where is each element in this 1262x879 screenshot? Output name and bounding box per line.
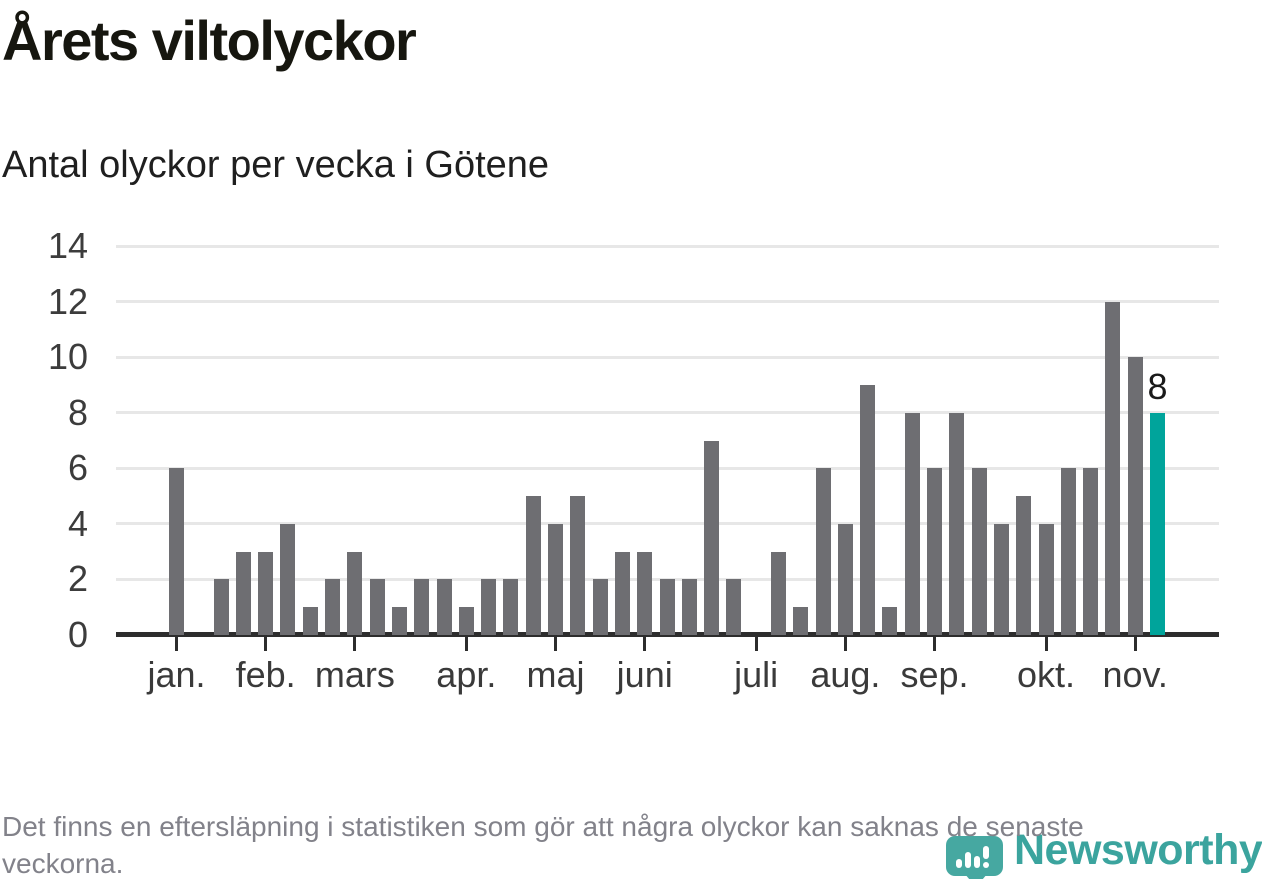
- bar-week: [793, 607, 809, 635]
- bar-week: [414, 579, 430, 635]
- x-tick-label-jan: jan.: [147, 654, 206, 695]
- logo-bar-icon: [965, 852, 971, 868]
- y-tick-label: 0: [67, 614, 88, 655]
- gridline-y-12: [116, 300, 1219, 304]
- x-tick-apr: [464, 637, 468, 651]
- bar-week: [993, 523, 1009, 635]
- x-tick-label-sep: sep.: [900, 654, 969, 695]
- bar-week: [1105, 301, 1121, 635]
- bar-week: [258, 551, 274, 635]
- bar-week: [280, 523, 296, 635]
- y-tick-label: 10: [47, 336, 88, 378]
- plot-area: jan. feb. mars apr. maj juni juli aug. sep. okt. n…: [116, 244, 1219, 695]
- x-tick-jan: [175, 637, 178, 651]
- y-tick-label: 6: [67, 447, 88, 489]
- bar-week: [169, 468, 184, 635]
- bar-week: [927, 468, 943, 635]
- x-tick-juli: [754, 637, 758, 651]
- logo-bar-icon: [974, 856, 980, 868]
- x-tick-maj: [554, 637, 558, 651]
- bar-week: [369, 579, 385, 635]
- bar-week: [325, 579, 341, 635]
- x-tick-aug: [843, 637, 847, 651]
- bar-week: [815, 468, 831, 635]
- x-tick-label-mars: mars: [314, 654, 395, 695]
- bar-week: [770, 551, 786, 635]
- page-subtitle: Antal olyckor per vecka i Götene: [2, 144, 550, 186]
- bar-week: [837, 523, 853, 635]
- gridline-y-6: [116, 466, 1219, 470]
- bar-week: [860, 384, 876, 635]
- x-tick-label-maj: maj: [526, 654, 585, 695]
- bar-week: [347, 551, 363, 635]
- x-tick-label-nov: nov.: [1102, 654, 1168, 695]
- bar-week: [1016, 496, 1032, 635]
- x-tick-label-okt: okt.: [1017, 654, 1076, 695]
- x-tick-label-feb: feb.: [235, 654, 296, 695]
- bar-week: [704, 440, 720, 635]
- current-week-value-label: 8: [1147, 365, 1168, 407]
- page-title: Årets viltolyckor: [2, 9, 417, 72]
- x-tick-nov: [1133, 637, 1137, 651]
- bar-week: [726, 579, 742, 635]
- bar-current-week: [1150, 412, 1165, 635]
- gridline-y-14: [116, 244, 1219, 248]
- bar-week: [1038, 523, 1054, 635]
- bar-week: [391, 607, 407, 635]
- y-axis: 0 2 4 6 8 10 12 14: [0, 226, 88, 675]
- logo-bubble-tail: [964, 873, 988, 879]
- bar-week: [659, 579, 675, 635]
- x-tick-sep: [933, 637, 937, 651]
- bar-week: [949, 412, 965, 635]
- bar-week: [882, 607, 898, 635]
- bar-week: [213, 579, 229, 635]
- y-tick-label: 4: [67, 502, 88, 544]
- bar-week: [548, 523, 564, 635]
- y-tick-label: 12: [47, 280, 88, 322]
- logo-wordmark: Newsworthy: [1014, 826, 1262, 874]
- bar-week: [971, 468, 987, 635]
- bar-week: [1060, 468, 1076, 635]
- bar-week: [481, 579, 497, 635]
- logo-exclamation-icon: [983, 862, 989, 868]
- logo-bar-icon: [956, 859, 962, 868]
- x-tick-label-aug: aug.: [810, 654, 881, 695]
- bar-week: [904, 412, 920, 635]
- y-tick-label: 14: [47, 225, 88, 266]
- x-tick-juni: [643, 637, 647, 651]
- bar-week: [436, 579, 452, 635]
- bar-week: [614, 551, 630, 635]
- gridline-y-4: [116, 522, 1219, 526]
- x-tick-okt: [1044, 637, 1048, 651]
- x-tick-label-juli: juli: [734, 654, 779, 695]
- bar-week: [458, 607, 474, 635]
- y-tick-label: 2: [67, 558, 88, 600]
- footer-note: Det finns en eftersläpning i statistiken…: [2, 811, 1084, 879]
- bar-week: [681, 579, 697, 635]
- bar-week: [592, 579, 608, 635]
- bar-week: [1127, 357, 1143, 635]
- x-tick-feb: [264, 637, 268, 651]
- bar-week: [503, 579, 519, 635]
- bar-week: [637, 551, 653, 635]
- logo-exclamation-icon: [983, 846, 989, 859]
- bar-week: [525, 496, 541, 635]
- gridline-y-10: [116, 355, 1219, 359]
- x-tick-label-juni: juni: [616, 654, 673, 695]
- bar-week: [1083, 468, 1099, 635]
- y-tick-label: 8: [67, 391, 88, 433]
- bar-week: [570, 496, 586, 635]
- x-tick-mars: [353, 637, 357, 651]
- bar-week: [302, 607, 318, 635]
- newsworthy-speech-bubble-barchart-icon: [946, 833, 1004, 879]
- gridline-y-8: [116, 411, 1219, 415]
- x-tick-label-apr: apr.: [436, 654, 497, 695]
- bar-week: [235, 551, 251, 635]
